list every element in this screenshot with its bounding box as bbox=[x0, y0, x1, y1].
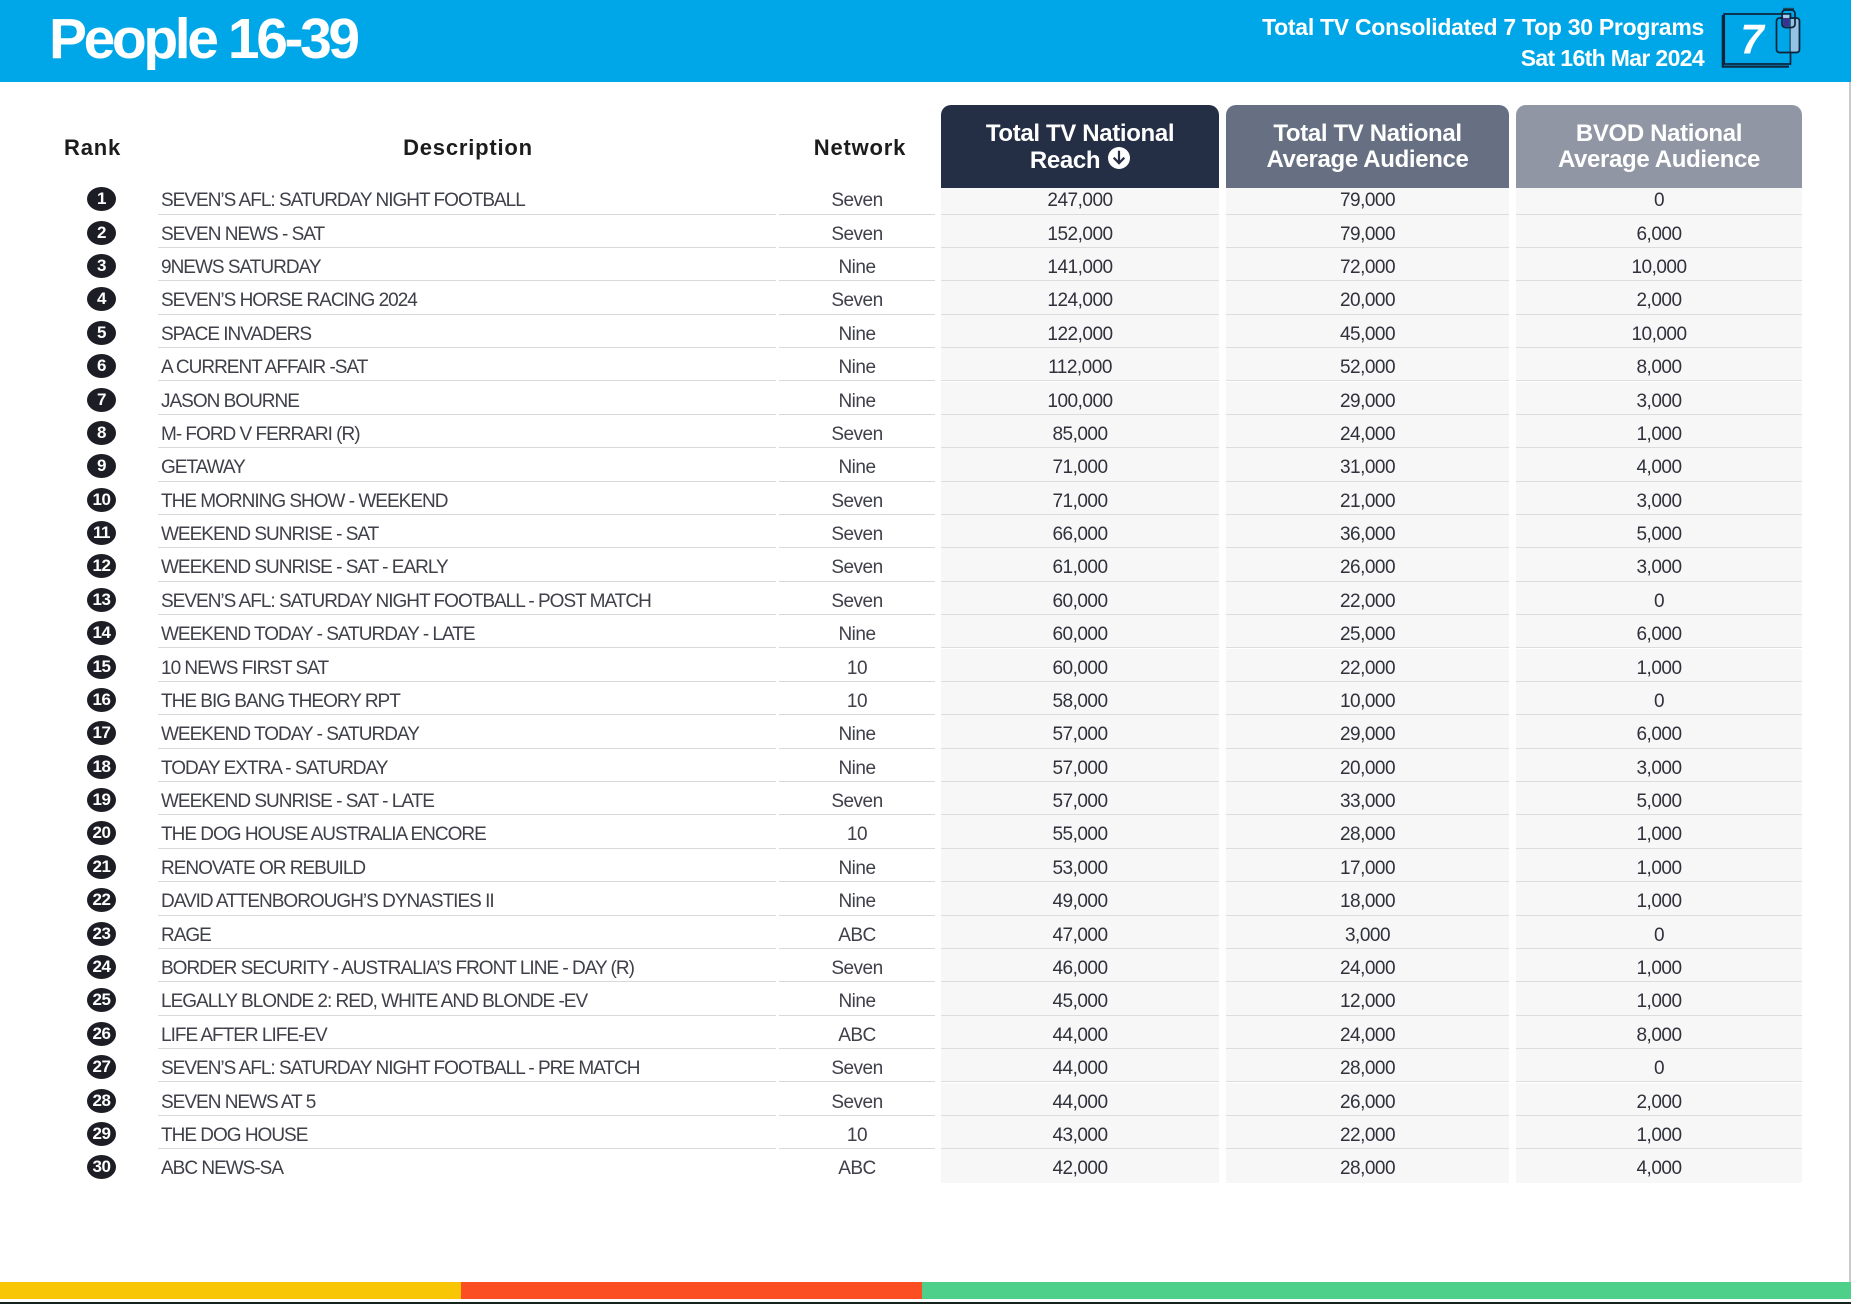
svg-text:7: 7 bbox=[1740, 16, 1765, 63]
